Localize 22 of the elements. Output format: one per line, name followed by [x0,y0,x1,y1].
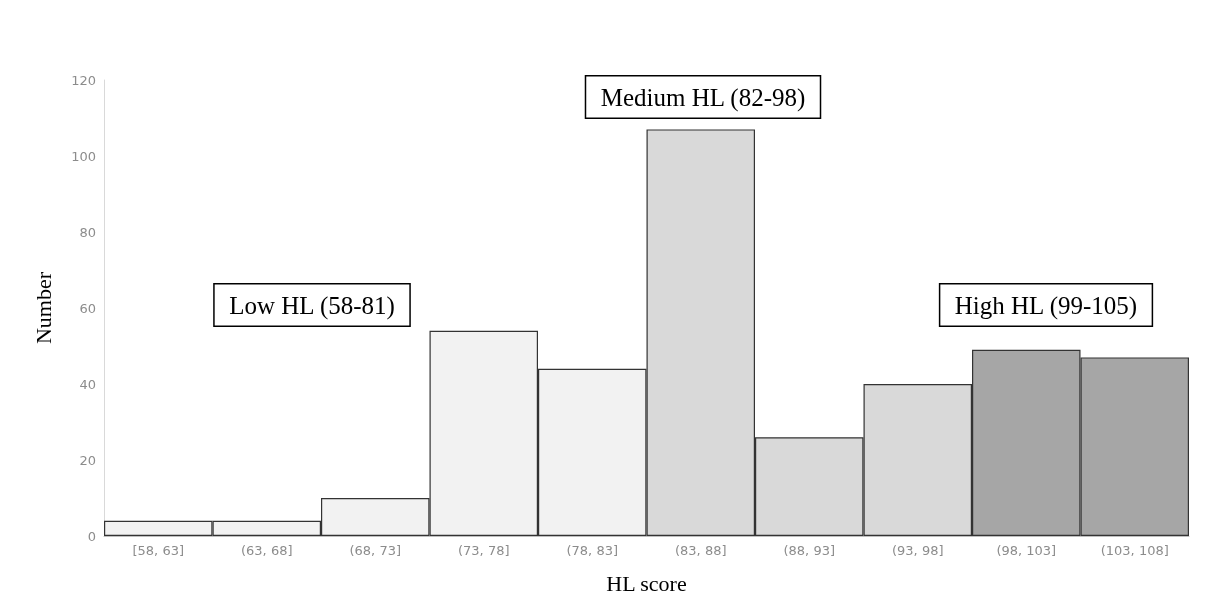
x-tick-label: [58, 63] [132,543,184,558]
annotation: Medium HL (82-98) [600,83,806,112]
x-tick-label: (83, 88] [675,543,727,558]
x-tick-label: (93, 98] [892,543,944,558]
x-tick-label: (68, 73] [349,543,401,558]
y-axis-title: Number [30,271,56,345]
y-tick-label: 120 [71,72,96,88]
y-tick-label: 0 [87,528,96,544]
x-tick-label: (73, 78] [458,543,510,558]
y-tick-label: 80 [79,224,96,240]
y-tick-label: 20 [79,452,96,468]
y-tick-label: 40 [79,376,96,392]
x-tick-label: (98, 103] [996,543,1057,558]
y-tick-label: 60 [79,300,96,316]
x-tick-label: (63, 68] [241,543,293,558]
x-tick-label: (78, 83] [566,543,618,558]
y-tick-label: 100 [71,148,96,164]
x-tick-label: (88, 93] [783,543,835,558]
annotation: High HL (99-105) [954,291,1138,320]
x-axis-title: HL score [606,570,687,596]
x-tick-label: (103, 108] [1100,543,1169,558]
annotation: Low HL (58-81) [229,291,395,320]
